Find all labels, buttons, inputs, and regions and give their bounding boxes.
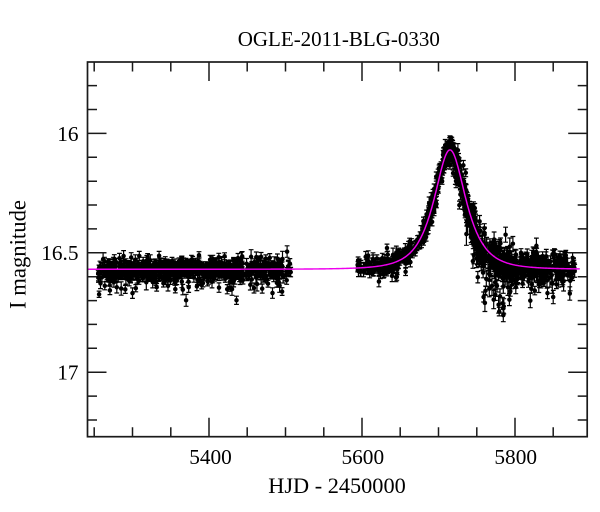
svg-text:5600: 5600 bbox=[342, 445, 385, 469]
svg-text:16: 16 bbox=[57, 122, 79, 146]
svg-text:OGLE-2011-BLG-0330: OGLE-2011-BLG-0330 bbox=[238, 27, 440, 51]
svg-text:5800: 5800 bbox=[494, 445, 537, 469]
svg-text:HJD - 2450000: HJD - 2450000 bbox=[268, 473, 406, 498]
svg-text:16.5: 16.5 bbox=[41, 241, 78, 265]
svg-text:5400: 5400 bbox=[189, 445, 232, 469]
svg-text:I magnitude: I magnitude bbox=[6, 200, 31, 309]
svg-text:17: 17 bbox=[57, 361, 79, 385]
